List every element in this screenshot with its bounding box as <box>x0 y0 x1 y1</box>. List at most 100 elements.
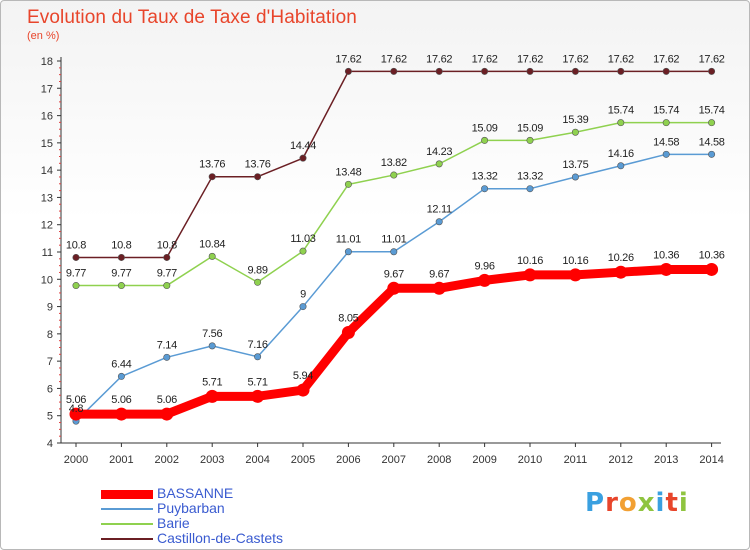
data-point-castillon-de-castets <box>435 67 443 75</box>
data-point-barie <box>299 247 307 255</box>
data-point-bassanne <box>114 407 128 421</box>
data-label-barie: 15.09 <box>472 122 498 134</box>
legend-swatch-castillon-de-castets <box>101 538 153 540</box>
data-label-castillon-de-castets: 17.62 <box>608 53 634 65</box>
data-label-castillon-de-castets: 17.62 <box>472 53 498 65</box>
data-point-castillon-de-castets <box>117 253 125 261</box>
legend-label-bassanne: BASSANNE <box>157 485 234 501</box>
data-label-barie: 14.23 <box>426 146 452 158</box>
data-label-barie: 9.77 <box>157 268 177 280</box>
data-point-bassanne <box>614 265 628 279</box>
data-point-puybarban <box>390 248 398 256</box>
data-point-castillon-de-castets <box>390 67 398 75</box>
data-point-puybarban <box>435 218 443 226</box>
data-label-puybarban: 7.14 <box>157 339 177 351</box>
data-label-bassanne: 9.67 <box>384 268 404 280</box>
data-point-bassanne <box>659 262 673 276</box>
data-label-bassanne: 5.06 <box>66 394 86 406</box>
legend-label-castillon-de-castets: Castillon-de-Castets <box>157 530 284 546</box>
data-point-castillon-de-castets <box>526 67 534 75</box>
y-tick-label: 8 <box>47 329 53 341</box>
data-label-castillon-de-castets: 13.76 <box>245 159 271 171</box>
data-label-barie: 10.84 <box>199 238 225 250</box>
legend-label-puybarban: Puybarban <box>157 500 225 516</box>
data-point-barie <box>571 128 579 136</box>
y-tick-label: 18 <box>41 56 53 68</box>
data-label-bassanne: 10.36 <box>699 249 725 261</box>
x-tick-label: 2008 <box>427 454 451 466</box>
data-label-barie: 13.82 <box>381 157 407 169</box>
data-point-castillon-de-castets <box>571 67 579 75</box>
data-point-castillon-de-castets <box>481 67 489 75</box>
data-label-puybarban: 7.16 <box>247 339 267 351</box>
data-label-puybarban: 13.32 <box>472 171 498 183</box>
y-tick-label: 4 <box>47 438 53 450</box>
data-point-barie <box>254 278 262 286</box>
data-label-puybarban: 14.16 <box>608 148 634 160</box>
data-point-castillon-de-castets <box>208 173 216 181</box>
data-label-castillon-de-castets: 17.62 <box>381 53 407 65</box>
data-point-puybarban <box>117 372 125 380</box>
data-label-bassanne: 5.06 <box>111 394 131 406</box>
data-point-bassanne <box>296 383 310 397</box>
data-label-barie: 9.89 <box>247 264 267 276</box>
logo-letter: o <box>618 488 638 518</box>
data-point-barie <box>481 136 489 144</box>
data-point-castillon-de-castets <box>254 173 262 181</box>
x-tick-label: 2005 <box>291 454 315 466</box>
data-point-puybarban <box>662 150 670 158</box>
data-label-bassanne: 8.05 <box>338 312 358 324</box>
y-tick-label: 6 <box>47 383 53 395</box>
data-point-bassanne <box>478 273 492 287</box>
data-point-puybarban <box>481 185 489 193</box>
data-label-puybarban: 7.56 <box>202 328 222 340</box>
data-label-bassanne: 5.06 <box>157 394 177 406</box>
x-tick-label: 2002 <box>155 454 179 466</box>
data-point-castillon-de-castets <box>344 67 352 75</box>
x-tick-label: 2001 <box>109 454 133 466</box>
y-tick-label: 9 <box>47 302 53 314</box>
data-label-barie: 13.48 <box>335 166 361 178</box>
data-point-castillon-de-castets <box>299 154 307 162</box>
data-point-puybarban <box>299 303 307 311</box>
x-tick-label: 2014 <box>699 454 723 466</box>
data-point-puybarban <box>344 248 352 256</box>
data-point-barie <box>208 252 216 260</box>
data-point-barie <box>526 136 534 144</box>
data-point-bassanne <box>568 268 582 282</box>
data-label-puybarban: 4.8 <box>69 403 84 415</box>
data-label-castillon-de-castets: 10.8 <box>157 239 177 251</box>
y-tick-label: 7 <box>47 356 53 368</box>
data-label-barie: 15.39 <box>562 114 588 126</box>
legend-swatch-barie <box>101 523 153 525</box>
data-point-bassanne <box>705 262 719 276</box>
data-label-bassanne: 10.36 <box>653 249 679 261</box>
logo-letter: t <box>665 488 679 518</box>
data-point-bassanne <box>387 281 401 295</box>
x-tick-label: 2000 <box>64 454 88 466</box>
data-label-barie: 15.74 <box>699 105 725 117</box>
data-point-bassanne <box>205 389 219 403</box>
legend-swatch-puybarban <box>101 508 153 510</box>
data-point-puybarban <box>208 342 216 350</box>
data-label-puybarban: 6.44 <box>111 358 131 370</box>
y-tick-label: 12 <box>41 220 53 232</box>
data-label-bassanne: 10.16 <box>562 255 588 267</box>
data-point-castillon-de-castets <box>72 253 80 261</box>
data-label-puybarban: 14.58 <box>653 136 679 148</box>
y-tick-label: 5 <box>47 411 53 423</box>
data-point-barie <box>390 171 398 179</box>
data-label-bassanne: 10.26 <box>608 252 634 264</box>
data-point-bassanne <box>523 268 537 282</box>
x-tick-label: 2011 <box>564 454 588 466</box>
data-label-bassanne: 5.71 <box>202 376 222 388</box>
data-point-bassanne <box>251 389 265 403</box>
data-label-castillon-de-castets: 10.8 <box>111 239 131 251</box>
data-point-castillon-de-castets <box>617 67 625 75</box>
logo-letter: r <box>605 488 619 518</box>
data-point-castillon-de-castets <box>708 67 716 75</box>
data-label-bassanne: 10.16 <box>517 255 543 267</box>
data-label-barie: 9.77 <box>111 268 131 280</box>
data-label-puybarban: 9 <box>300 289 306 301</box>
